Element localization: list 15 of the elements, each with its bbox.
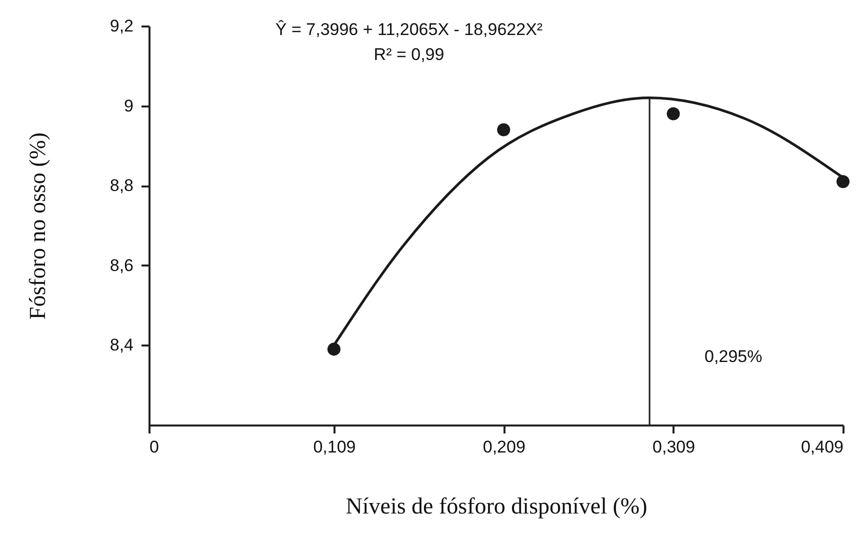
annotation: Ŷ = 7,3996 + 11,2065X - 18,9622X² — [275, 20, 543, 39]
y-tick-label: 8,6 — [110, 256, 134, 275]
x-tick-label: 0,309 — [652, 438, 696, 456]
annotation: R² = 0,99 — [374, 45, 444, 64]
y-tick-label: 9,2 — [110, 16, 134, 36]
ref-line-label: 0,295% — [704, 347, 762, 366]
y-tick-label: 8,8 — [110, 176, 134, 196]
x-axis-title: Níveis de fósforo disponível (%) — [346, 494, 648, 518]
y-tick-label: 9 — [124, 96, 134, 116]
y-axis-title: Fósforo no osso (%) — [24, 132, 50, 320]
x-tick-label: 0,109 — [313, 438, 356, 456]
x-tick-label: 0,409 — [800, 438, 844, 456]
x-tick-label: 0,209 — [482, 438, 526, 456]
y-tick-label: 8,4 — [110, 336, 134, 355]
x-tick-label: 0 — [150, 438, 159, 456]
